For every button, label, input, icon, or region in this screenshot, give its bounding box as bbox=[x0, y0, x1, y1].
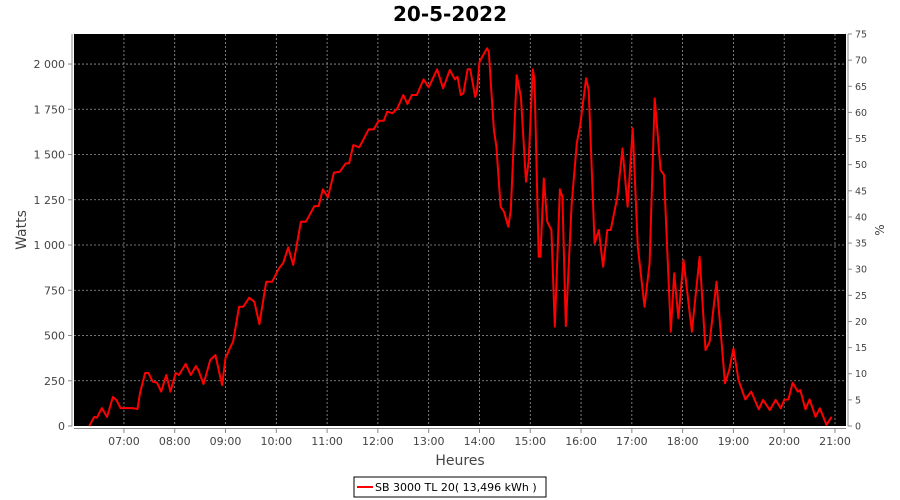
y-tick-label: 500 bbox=[44, 330, 65, 343]
x-tick-label: 12:00 bbox=[362, 435, 394, 448]
y-tick-label: 1 250 bbox=[34, 194, 66, 207]
series-line bbox=[88, 47, 833, 427]
y-right-tick-label: 10 bbox=[855, 369, 867, 380]
y-tick-label: 2 000 bbox=[34, 58, 66, 71]
x-axis-label: Heures bbox=[435, 453, 484, 469]
x-tick-label: 18:00 bbox=[667, 435, 699, 448]
y-right-tick-label: 65 bbox=[855, 82, 867, 93]
y-right-tick-label: 40 bbox=[855, 212, 867, 223]
y-right-tick-label: 75 bbox=[855, 30, 867, 41]
y-tick-label: 250 bbox=[44, 375, 65, 388]
y-right-tick-label: 30 bbox=[855, 265, 867, 276]
legend-box bbox=[353, 476, 547, 498]
axes bbox=[71, 34, 849, 429]
y-axis-label: Watts bbox=[14, 210, 30, 250]
y-right-tick-label: 45 bbox=[855, 186, 867, 197]
y-tick-label: 0 bbox=[58, 420, 65, 433]
y-tick-label: 750 bbox=[44, 284, 65, 297]
y-tick-label: 1 000 bbox=[34, 239, 66, 252]
x-tick-label: 21:00 bbox=[819, 435, 851, 448]
y-tick-label: 1 750 bbox=[34, 103, 66, 116]
x-tick-label: 19:00 bbox=[718, 435, 750, 448]
x-tick-label: 17:00 bbox=[616, 435, 648, 448]
x-tick-label: 13:00 bbox=[413, 435, 445, 448]
y-ticks: 0 250 500 750 1 000 1 250 1 500 1 750 2 000 bbox=[34, 58, 72, 433]
y-right-tick-label: 25 bbox=[855, 291, 867, 302]
x-tick-label: 09:00 bbox=[210, 435, 242, 448]
y-right-tick-label: 5 bbox=[855, 395, 861, 406]
y-right-tick-label: 55 bbox=[855, 134, 867, 145]
x-tick-label: 11:00 bbox=[311, 435, 343, 448]
legend-label: SB 3000 TL 20( 13,496 kWh ) bbox=[375, 481, 537, 494]
y-right-tick-label: 0 bbox=[855, 422, 861, 433]
x-ticks: 07:00 08:00 09:00 10:00 11:00 12:00 13:00 14:00… bbox=[108, 429, 851, 448]
x-tick-label: 15:00 bbox=[514, 435, 546, 448]
x-tick-label: 20:00 bbox=[768, 435, 800, 448]
x-tick-label: 07:00 bbox=[108, 435, 140, 448]
y-right-tick-label: 15 bbox=[855, 343, 867, 354]
x-tick-label: 16:00 bbox=[565, 435, 597, 448]
y-right-tick-label: 20 bbox=[855, 317, 867, 328]
grid bbox=[74, 34, 846, 426]
x-tick-label: 10:00 bbox=[260, 435, 292, 448]
y-tick-label: 1 500 bbox=[34, 149, 66, 162]
y-ticks-right: 0 5 10 15 20 25 30 35 40 45 50 55 60 65 70 75 bbox=[848, 30, 867, 433]
x-tick-label: 14:00 bbox=[464, 435, 496, 448]
y-right-tick-label: 60 bbox=[855, 108, 867, 119]
y-right-tick-label: 50 bbox=[855, 160, 867, 171]
y-axis-right-label: % bbox=[873, 224, 887, 235]
y-right-tick-label: 35 bbox=[855, 239, 867, 250]
x-tick-label: 08:00 bbox=[159, 435, 191, 448]
legend: SB 3000 TL 20( 13,496 kWh ) bbox=[353, 476, 547, 498]
chart-title: 20-5-2022 bbox=[393, 2, 507, 26]
plot-area bbox=[74, 34, 846, 426]
y-right-tick-label: 70 bbox=[855, 56, 867, 67]
